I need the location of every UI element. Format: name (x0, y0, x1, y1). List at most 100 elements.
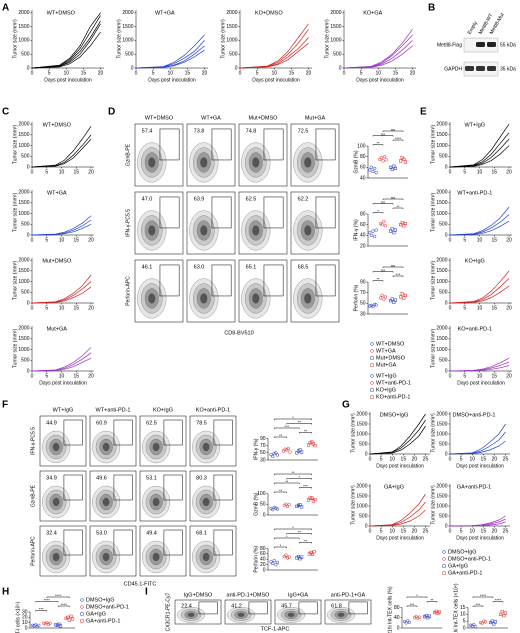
gate-percentage: 62.5 (146, 420, 157, 426)
y-tick-label: 0 (445, 523, 448, 529)
plot-title: GA+IgG (384, 484, 404, 490)
gate-percentage: 32.4 (46, 530, 57, 536)
x-tick-label: 0 (369, 528, 372, 534)
x-tick-label: 20 (412, 456, 418, 462)
flow-gate (263, 128, 284, 161)
data-point (296, 555, 300, 559)
panel-letter: F (2, 400, 8, 411)
y-tick-label: 0 (27, 232, 30, 238)
flow-gate (159, 264, 180, 297)
data-point (310, 496, 314, 500)
x-tick-label: 10 (64, 70, 70, 76)
gate-percentage: 62.2 (298, 196, 309, 202)
x-tick-label: 20 (306, 70, 312, 76)
y-tick-label: 2000 (436, 121, 447, 127)
growth-curve (449, 214, 510, 236)
panel-letter: C (2, 107, 9, 118)
x-tick-label: 0 (449, 373, 452, 379)
x-tick-label: 0 (31, 305, 34, 311)
data-point (382, 297, 386, 301)
growth-curve (449, 206, 510, 236)
x-axis-label: Days post inoculation (39, 380, 87, 386)
legend-label: WT+DMSO (376, 341, 405, 347)
gate-percentage: 74.8 (246, 128, 257, 134)
legend-label: GA+IgG (448, 563, 468, 569)
y-tick-label: 30 (22, 609, 28, 615)
panel-letter: A (2, 3, 9, 14)
flow-contour (148, 293, 156, 304)
growth-curve (31, 357, 92, 372)
x-tick-label: 20 (88, 305, 94, 311)
growth-curve (31, 134, 92, 168)
flow-contour (304, 293, 312, 304)
data-point (492, 622, 496, 626)
significance-label: * (286, 534, 288, 539)
blot-band (487, 66, 496, 71)
data-point (478, 620, 483, 625)
y-tick-label: 1500 (436, 493, 447, 499)
data-point (472, 622, 476, 627)
significance-bracket (372, 203, 394, 205)
legend-label: DMSO+anti-PD-1 (448, 556, 491, 562)
gate-percentage: 60.9 (96, 420, 107, 426)
data-point (382, 155, 387, 159)
x-axis-label: CD45.1-FITC (124, 581, 157, 587)
data-point (381, 159, 385, 163)
plot-title: KO+DMSO (255, 10, 283, 16)
growth-curve (343, 29, 413, 69)
data-point (312, 550, 316, 554)
x-tick-label: 5 (380, 528, 383, 534)
x-tick-label: 20 (492, 456, 498, 462)
data-point (374, 171, 378, 175)
flow-gate (211, 196, 232, 229)
y-tick-label: 0 (235, 65, 238, 71)
data-point (383, 295, 388, 299)
data-point (371, 304, 375, 309)
x-tick-label: 5 (460, 456, 463, 462)
y-tick-label: 0 (463, 625, 466, 631)
significance-bracket (472, 596, 494, 598)
x-tick-label: 15 (481, 456, 487, 462)
y-tick-label: 500 (439, 222, 448, 228)
significance-bracket (372, 271, 394, 273)
y-tick-label: 1000 (226, 38, 237, 44)
x-tick-label: 20 (88, 237, 94, 243)
data-point (57, 622, 61, 626)
x-tick-label: 15 (492, 237, 498, 243)
legend-label: WT+GA (376, 348, 396, 354)
x-tick-label: 0 (31, 70, 34, 76)
gate-percentage: 49.4 (146, 530, 157, 536)
significance-bracket (299, 432, 312, 434)
flow-gate (213, 529, 233, 556)
y-tick-label: 500 (229, 52, 238, 58)
data-point (403, 160, 407, 164)
y-tick-label: 1500 (356, 493, 367, 499)
significance-bracket (299, 542, 312, 544)
flow-gate (159, 128, 180, 161)
x-tick-label: 10 (168, 70, 174, 76)
y-tick-label: 500 (439, 441, 448, 447)
x-tick-label: 0 (31, 237, 34, 243)
flow-gate (348, 601, 368, 615)
data-point (58, 624, 63, 628)
flow-contour (187, 612, 195, 617)
data-point (274, 451, 278, 455)
y-tick-label: 1500 (18, 200, 29, 206)
row-label: Perforin-APC (125, 276, 131, 306)
data-point (407, 620, 412, 625)
growth-curve (31, 223, 92, 236)
data-point (370, 342, 374, 346)
y-tick-label: 0 (27, 164, 30, 170)
data-point (371, 169, 375, 174)
data-point (311, 442, 315, 446)
significance-label: *** (303, 483, 308, 488)
growth-curve (449, 278, 510, 304)
growth-curve (449, 123, 510, 168)
gate-percentage: 68.5 (298, 264, 309, 270)
significance-label: ** (279, 488, 283, 493)
flow-contour (252, 157, 260, 168)
flow-contour (252, 225, 260, 236)
x-tick-label: 0 (449, 237, 452, 243)
gate-percentage: 49.6 (96, 475, 107, 481)
data-point (390, 297, 394, 301)
